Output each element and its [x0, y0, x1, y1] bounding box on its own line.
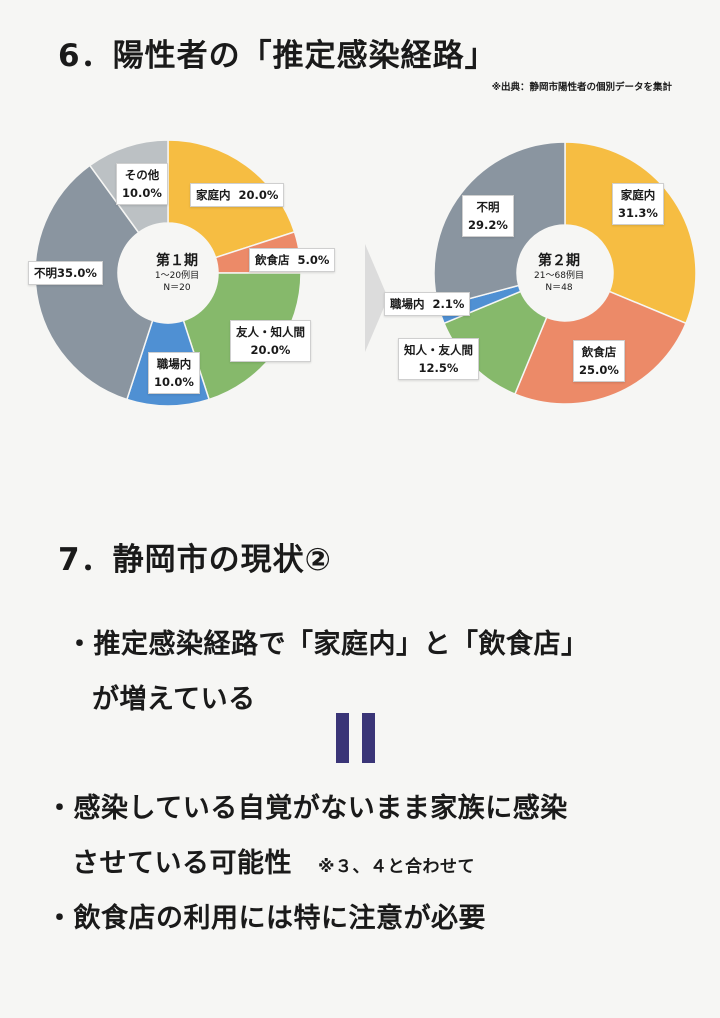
bullet1-line2: が増えている — [92, 684, 256, 715]
pie1-label-unknown: 不明35.0% — [28, 261, 103, 285]
pie2-label-unknown: 不明 29.2% — [462, 195, 514, 237]
pie1-title: 第１期 — [156, 253, 198, 269]
pie2-slice-0 — [564, 141, 697, 325]
pie2-center: 第２期 21～68例目 N＝48 — [509, 250, 609, 294]
pie1-label-home: 家庭内 20.0% — [190, 183, 285, 207]
pie2-label-workplace: 職場内 2.1% — [384, 292, 471, 316]
section7-title: 7．静岡市の現状② — [58, 542, 332, 578]
pie1-label-restaurant: 飲食店 5.0% — [249, 248, 336, 272]
pie2-n: N＝48 — [545, 283, 573, 293]
bullet2-note: ※３、４と合わせて — [318, 857, 476, 877]
pie1-label-friends: 友人・知人間 20.0% — [230, 320, 311, 362]
pie1-center: 第１期 1～20例目 N＝20 — [127, 250, 227, 294]
pie2-title: 第２期 — [538, 253, 580, 269]
pie1-subtitle: 1～20例目 — [154, 271, 200, 281]
pie1-label-workplace: 職場内 10.0% — [148, 352, 200, 394]
equals-mark — [336, 713, 378, 763]
bullet1-line1: ・推定感染経路で「家庭内」と「飲食店」 — [66, 629, 589, 660]
pie1-n: N＝20 — [163, 283, 191, 293]
pie2-label-restaurant: 飲食店 25.0% — [573, 340, 625, 382]
bullet3: ・飲食店の利用には特に注意が必要 — [46, 903, 486, 934]
pie1-label-other: その他 10.0% — [116, 163, 168, 205]
pie2-label-friends: 知人・友人間 12.5% — [398, 338, 479, 380]
pie2-subtitle: 21～68例目 — [534, 271, 584, 281]
section6-title: 6．陽性者の「推定感染経路」 — [58, 38, 497, 74]
bullet2-line2: させている可能性 ※３、４と合わせて — [72, 848, 476, 879]
arrow-shape — [365, 244, 388, 352]
bullet2-line1: ・感染している自覚がないまま家族に感染 — [46, 793, 568, 824]
data-source-note: ※出典：静岡市陽性者の個別データを集計 — [491, 82, 672, 93]
pie2-label-home: 家庭内 31.3% — [612, 183, 664, 225]
